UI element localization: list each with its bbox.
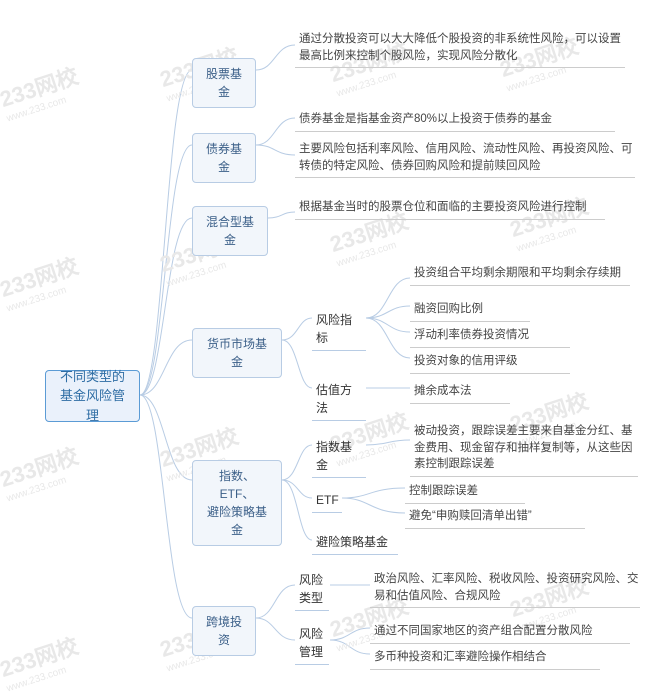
leaf-hybrid-1: 根据基金当时的股票仓位和面临的主要投资风险进行控制 [295, 196, 605, 220]
leaf-cb-3: 多币种投资和汇率避险操作相结合 [370, 646, 600, 670]
category-index-etf: 指数、ETF、 避险策略基金 [192, 460, 282, 546]
leaf-cb-2: 通过不同国家地区的资产组合配置分散风险 [370, 620, 630, 644]
leaf-mm-2: 融资回购比例 [410, 298, 530, 322]
watermark: 233网校www.233.com [0, 249, 85, 315]
sub-risk-indicator: 风险指标 [312, 308, 366, 351]
category-stock-fund: 股票基金 [192, 58, 256, 108]
sub-index-fund: 指数基金 [312, 435, 366, 478]
sub-risk-mgmt: 风险 管理 [295, 622, 329, 665]
watermark: 233网校www.233.com [0, 59, 85, 125]
leaf-mm-1: 投资组合平均剩余期限和平均剩余存续期 [410, 262, 630, 286]
category-money-market: 货币市场基金 [192, 328, 282, 378]
leaf-mm-5: 摊余成本法 [410, 380, 510, 404]
leaf-etf-1: 控制跟踪误差 [405, 480, 525, 504]
sub-etf: ETF [312, 488, 342, 513]
root-node: 不同类型的 基金风险管理 [45, 370, 140, 422]
sub-valuation: 估值方法 [312, 378, 366, 421]
category-bond-fund: 债券基金 [192, 133, 256, 183]
leaf-cb-1: 政治风险、汇率风险、税收风险、投资研究风险、交易和估值风险、合规风险 [370, 568, 640, 608]
watermark: 233网校www.233.com [0, 629, 85, 694]
leaf-index-1: 被动投资，跟踪误差主要来自基金分红、基金费用、现金留存和抽样复制等，从这些因素控… [410, 420, 638, 477]
watermark: 233网校www.233.com [0, 439, 85, 505]
category-hybrid-fund: 混合型基金 [192, 206, 268, 256]
leaf-mm-3: 浮动利率债券投资情况 [410, 324, 570, 348]
sub-risk-type: 风险 类型 [295, 568, 329, 611]
mindmap-container: 233网校www.233.com 233网校www.233.com 233网校www… [0, 0, 663, 688]
leaf-bond-2: 主要风险包括利率风险、信用风险、流动性风险、再投资风险、可转债的特定风险、债券回… [295, 138, 635, 178]
sub-hedge: 避险策略基金 [312, 530, 398, 555]
leaf-etf-2: 避免“申购赎回清单出错” [405, 505, 585, 529]
leaf-bond-1: 债券基金是指基金资产80%以上投资于债券的基金 [295, 108, 615, 132]
leaf-mm-4: 投资对象的信用评级 [410, 350, 570, 374]
leaf-stock-1: 通过分散投资可以大大降低个股投资的非系统性风险，可以设置最高比例来控制个股风险，… [295, 28, 625, 68]
category-cross-border: 跨境投资 [192, 606, 256, 656]
